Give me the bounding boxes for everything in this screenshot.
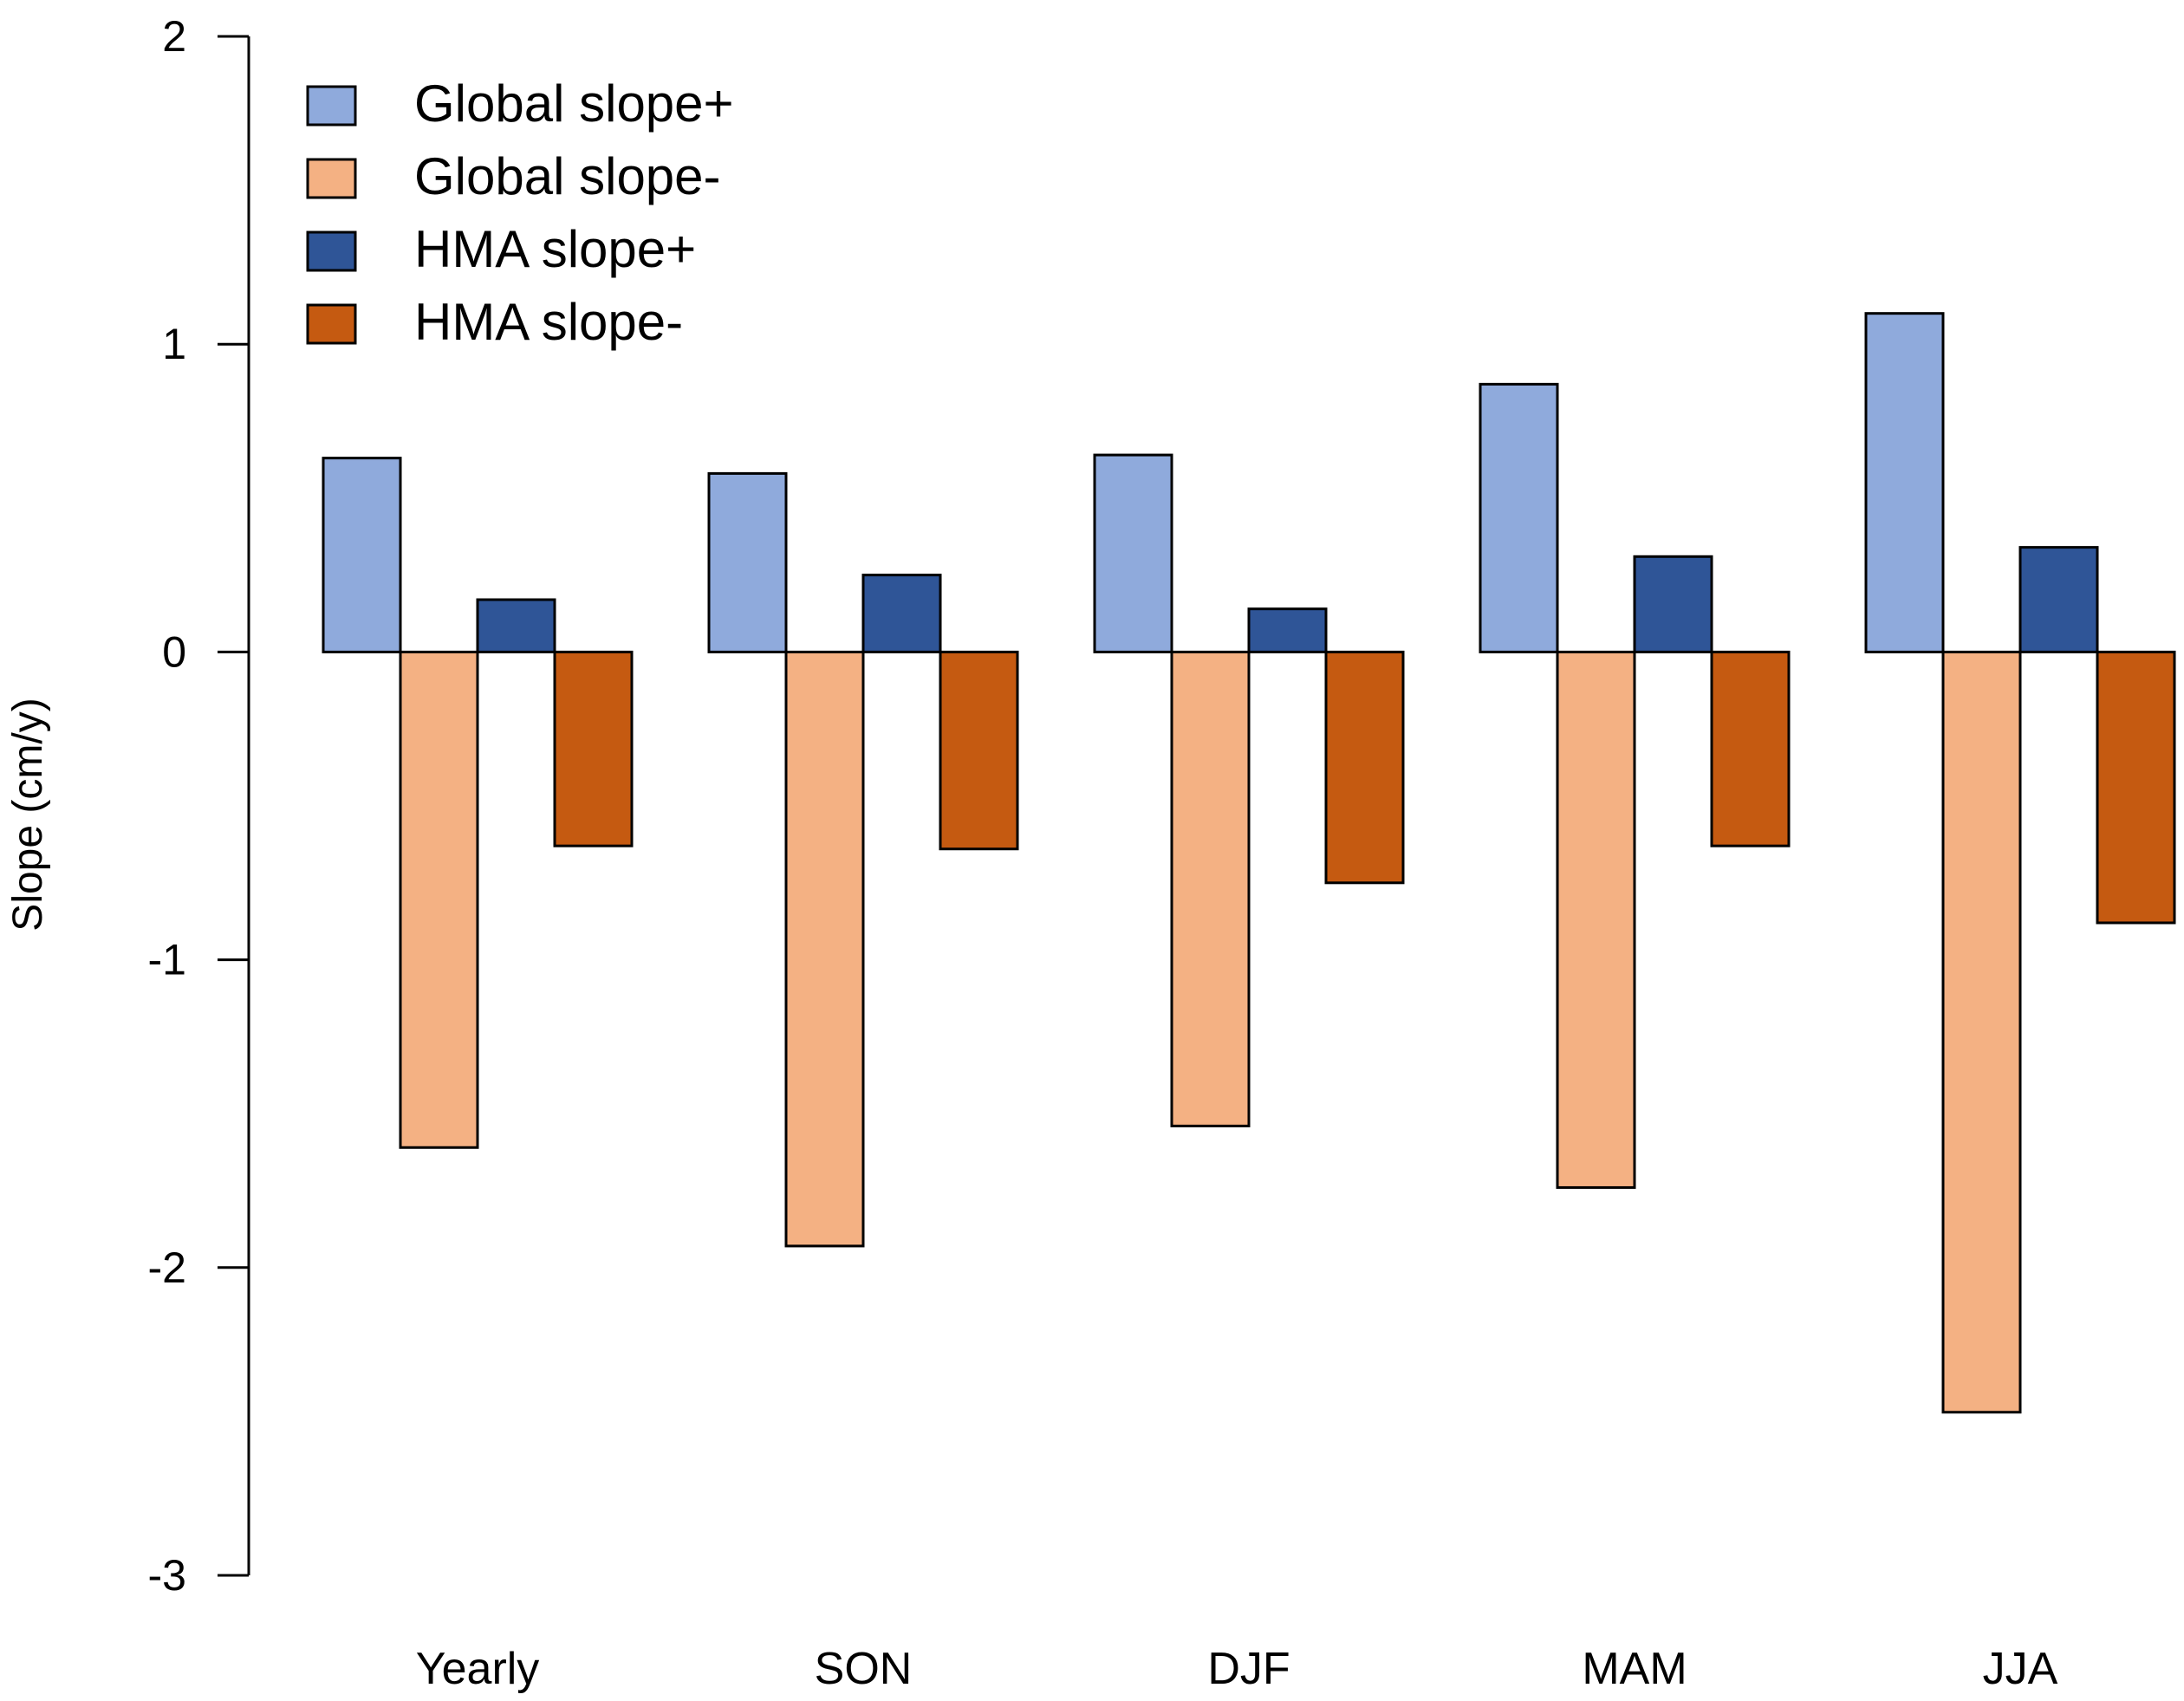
- x-category-label: Yearly: [416, 1644, 540, 1694]
- bar-son-series-2: [861, 574, 942, 653]
- bar-mam-series-3: [1710, 650, 1791, 847]
- x-category-label: MAM: [1582, 1644, 1687, 1694]
- legend: Global slope+ Global slope- HMA slope+ HMA …: [306, 75, 734, 351]
- legend-swatch: [306, 303, 357, 345]
- x-category-label: JJA: [1983, 1644, 2058, 1694]
- bar-djf-series-0: [1093, 453, 1173, 653]
- y-tick-label: -2: [148, 1243, 186, 1292]
- bar-djf-series-2: [1247, 607, 1328, 653]
- bar-jja-series-3: [2096, 650, 2176, 925]
- y-tick-label: -1: [148, 936, 186, 984]
- bar-son-series-1: [784, 650, 865, 1248]
- legend-label: Global slope+: [414, 75, 734, 133]
- x-axis-labels: Yearly SON DJF MAM JJA: [416, 1644, 2058, 1694]
- bar-mam-series-2: [1633, 555, 1713, 653]
- y-tick-label: 2: [162, 12, 186, 61]
- legend-label: Global slope-: [414, 147, 721, 205]
- y-axis: -3 -2 -1 0 1 2: [148, 12, 250, 1600]
- bar-djf-series-1: [1170, 650, 1251, 1127]
- bar-jja-series-2: [2018, 546, 2099, 653]
- legend-label: HMA slope+: [414, 220, 696, 278]
- bar-son-series-3: [939, 650, 1019, 851]
- bar-jja-series-0: [1864, 312, 1945, 653]
- bar-yearly-series-2: [476, 598, 556, 653]
- bar-mam-series-0: [1479, 382, 1559, 653]
- bar-jja-series-1: [1941, 650, 2022, 1414]
- bar-djf-series-3: [1324, 650, 1405, 885]
- legend-swatch: [306, 85, 357, 127]
- y-tick-label: -3: [148, 1551, 186, 1600]
- bar-yearly-series-0: [322, 457, 402, 653]
- legend-swatch: [306, 158, 357, 199]
- y-tick-label: 0: [162, 627, 186, 676]
- legend-label: HMA slope-: [414, 293, 683, 351]
- x-category-label: DJF: [1207, 1644, 1290, 1694]
- bar-son-series-0: [707, 471, 788, 653]
- bar-yearly-series-1: [399, 650, 479, 1149]
- bar-mam-series-1: [1556, 650, 1636, 1189]
- y-tick-label: 1: [162, 320, 186, 368]
- y-axis-title: Slope (cm/y): [5, 698, 51, 931]
- bars: [322, 312, 2176, 1414]
- legend-swatch: [306, 230, 357, 272]
- x-category-label: SON: [815, 1644, 913, 1694]
- bar-yearly-series-3: [553, 650, 634, 847]
